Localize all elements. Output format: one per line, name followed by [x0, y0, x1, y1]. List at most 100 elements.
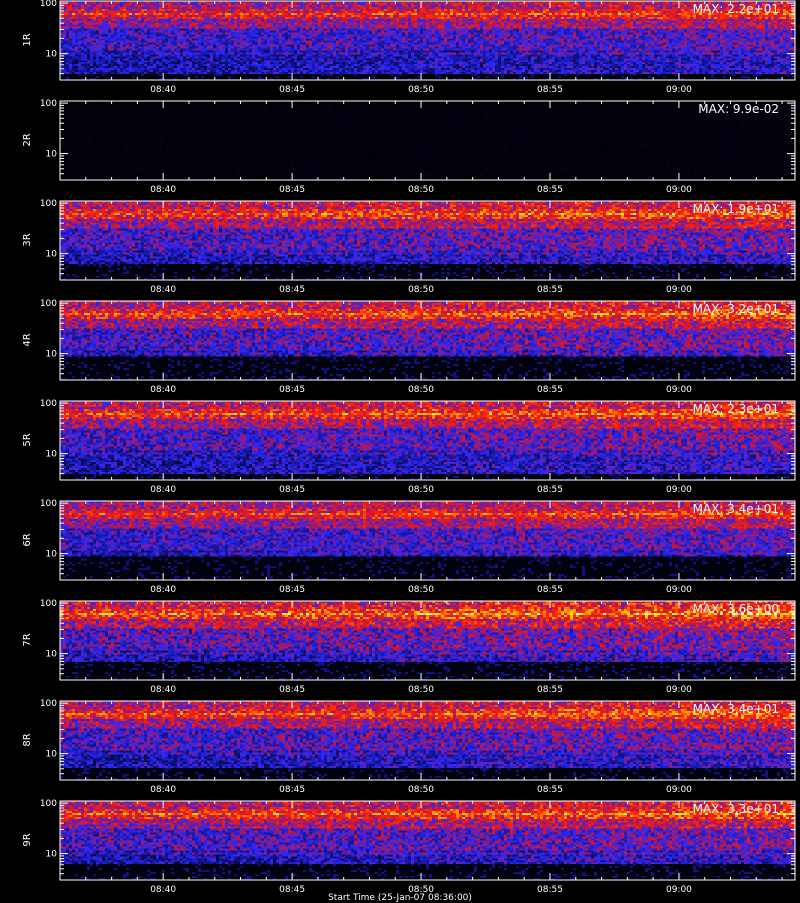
max-value-label: MAX: 2.2e+01: [693, 2, 779, 16]
x-tick-label: 08:55: [537, 285, 563, 295]
plot-frame: [59, 100, 796, 181]
heatmap-image: [60, 601, 795, 680]
y-tick-label: 10: [46, 450, 58, 460]
max-value-label: MAX: 3.3e+01: [693, 802, 779, 816]
x-tick-label: 09:00: [666, 685, 692, 695]
panel-svg: 100 10 4R 08:40 08:45 08:50 08:55 09:00 MAX: 3.2…: [22, 299, 796, 395]
x-tick-label: 08:40: [150, 685, 176, 695]
y-axis-title: 7R: [22, 633, 33, 646]
x-tick-label: 08:55: [537, 185, 563, 195]
x-tick-label: 08:45: [279, 85, 305, 95]
plot-frame: [59, 500, 796, 581]
x-tick-label: 08:45: [279, 885, 305, 895]
plot-frame: [59, 300, 796, 381]
y-tick-label: 10: [46, 550, 58, 560]
y-tick-label: 10: [46, 150, 58, 160]
x-tick-label: 08:55: [537, 485, 563, 495]
max-value-label: MAX: 3.4e+01: [693, 502, 779, 516]
panel-svg: 100 10 9R 08:40 08:45 08:50 08:55 09:00 MAX: 3.3…: [22, 799, 796, 895]
x-tick-label: 08:45: [279, 385, 305, 395]
plot-frame: [59, 0, 796, 81]
plot-frame: [59, 200, 796, 281]
spectrogram-panel-7r: 100 10 7R 08:40 08:45 08:50 08:55 09:00 MAX: 3.6…: [0, 599, 800, 700]
x-tick-label: 08:50: [408, 885, 434, 895]
x-tick-label: 08:40: [150, 785, 176, 795]
y-axis-title: 5R: [22, 433, 33, 446]
x-tick-label: 08:45: [279, 785, 305, 795]
x-tick-label: 09:00: [666, 285, 692, 295]
y-tick-label: 100: [40, 799, 57, 809]
plot-frame: [59, 400, 796, 481]
y-axis-title: 4R: [22, 333, 33, 346]
spectrogram-panel-5r: 100 10 5R 08:40 08:45 08:50 08:55 09:00 MAX: 2.3…: [0, 399, 800, 500]
x-tick-label: 09:00: [666, 585, 692, 595]
x-tick-label: 08:55: [537, 685, 563, 695]
x-tick-label: 08:50: [408, 685, 434, 695]
x-tick-label: 09:00: [666, 85, 692, 95]
x-tick-label: 08:50: [408, 785, 434, 795]
heatmap-image: [60, 101, 795, 180]
heatmap-image: [60, 201, 795, 280]
x-tick-label: 08:40: [150, 585, 176, 595]
x-tick-label: 08:40: [150, 285, 176, 295]
heatmap-image: [60, 301, 795, 380]
y-axis-title: 8R: [22, 733, 33, 746]
y-axis-title: 1R: [22, 33, 33, 46]
spectrogram-panel-9r: 100 10 9R 08:40 08:45 08:50 08:55 09:00 MAX: 3.3…: [0, 799, 800, 900]
x-tick-label: 08:40: [150, 485, 176, 495]
y-axis-title: 3R: [22, 233, 33, 246]
x-tick-label: 08:40: [150, 885, 176, 895]
spectrogram-panel-6r: 100 10 6R 08:40 08:45 08:50 08:55 09:00 MAX: 3.4…: [0, 499, 800, 600]
start-time-label: Start Time (25-Jan-07 08:36:00): [328, 893, 472, 903]
plot-frame: [59, 700, 796, 781]
x-tick-label: 08:50: [408, 85, 434, 95]
y-tick-label: 10: [46, 50, 58, 60]
panel-svg: 100 10 7R 08:40 08:45 08:50 08:55 09:00 MAX: 3.6…: [22, 599, 796, 695]
heatmap-image: [60, 801, 795, 880]
x-tick-label: 08:45: [279, 285, 305, 295]
spectrogram-panel-2r: 100 10 2R 08:40 08:45 08:50 08:55 09:00 MAX: 9.9…: [0, 99, 800, 200]
max-value-label: MAX: 9.9e-02: [698, 102, 779, 116]
y-tick-label: 100: [40, 399, 57, 409]
x-tick-label: 09:00: [666, 185, 692, 195]
x-tick-label: 08:55: [537, 785, 563, 795]
x-tick-label: 08:55: [537, 385, 563, 395]
y-tick-label: 10: [46, 850, 58, 860]
y-tick-label: 100: [40, 199, 57, 209]
y-tick-label: 100: [40, 499, 57, 509]
x-tick-label: 08:50: [408, 485, 434, 495]
heatmap-image: [60, 401, 795, 480]
panel-svg: 100 10 2R 08:40 08:45 08:50 08:55 09:00 MAX: 9.9…: [22, 99, 796, 195]
spectrogram-panel-8r: 100 10 8R 08:40 08:45 08:50 08:55 09:00 MAX: 3.4…: [0, 699, 800, 800]
x-tick-label: 08:45: [279, 585, 305, 595]
x-tick-label: 08:50: [408, 285, 434, 295]
x-tick-label: 08:55: [537, 85, 563, 95]
y-axis-title: 2R: [22, 133, 33, 146]
y-tick-label: 100: [40, 299, 57, 309]
max-value-label: MAX: 3.6e+00: [693, 602, 779, 616]
y-tick-label: 100: [40, 0, 57, 9]
panel-svg: 100 10 6R 08:40 08:45 08:50 08:55 09:00 MAX: 3.4…: [22, 499, 796, 595]
heatmap-image: [60, 501, 795, 580]
y-axis-title: 6R: [22, 533, 33, 546]
max-value-label: MAX: 3.4e+01: [693, 702, 779, 716]
y-tick-label: 10: [46, 250, 58, 260]
x-tick-label: 08:50: [408, 385, 434, 395]
x-tick-label: 08:40: [150, 185, 176, 195]
plot-frame: [59, 600, 796, 681]
y-tick-label: 100: [40, 599, 57, 609]
plot-frame: [59, 800, 796, 881]
heatmap-image: [60, 1, 795, 80]
spectrogram-panel-4r: 100 10 4R 08:40 08:45 08:50 08:55 09:00 MAX: 3.2…: [0, 299, 800, 400]
x-tick-label: 09:00: [666, 485, 692, 495]
y-tick-label: 100: [40, 699, 57, 709]
spectrogram-panel-3r: 100 10 3R 08:40 08:45 08:50 08:55 09:00 MAX: 1.9…: [0, 199, 800, 300]
x-tick-label: 08:55: [537, 885, 563, 895]
panel-svg: 100 10 3R 08:40 08:45 08:50 08:55 09:00 MAX: 1.9…: [22, 199, 796, 295]
max-value-label: MAX: 2.3e+01: [693, 402, 779, 416]
x-tick-label: 08:50: [408, 185, 434, 195]
x-tick-label: 08:45: [279, 485, 305, 495]
x-tick-label: 08:55: [537, 585, 563, 595]
max-value-label: MAX: 1.9e+01: [693, 202, 779, 216]
panel-svg: 100 10 8R 08:40 08:45 08:50 08:55 09:00 MAX: 3.4…: [22, 699, 796, 795]
